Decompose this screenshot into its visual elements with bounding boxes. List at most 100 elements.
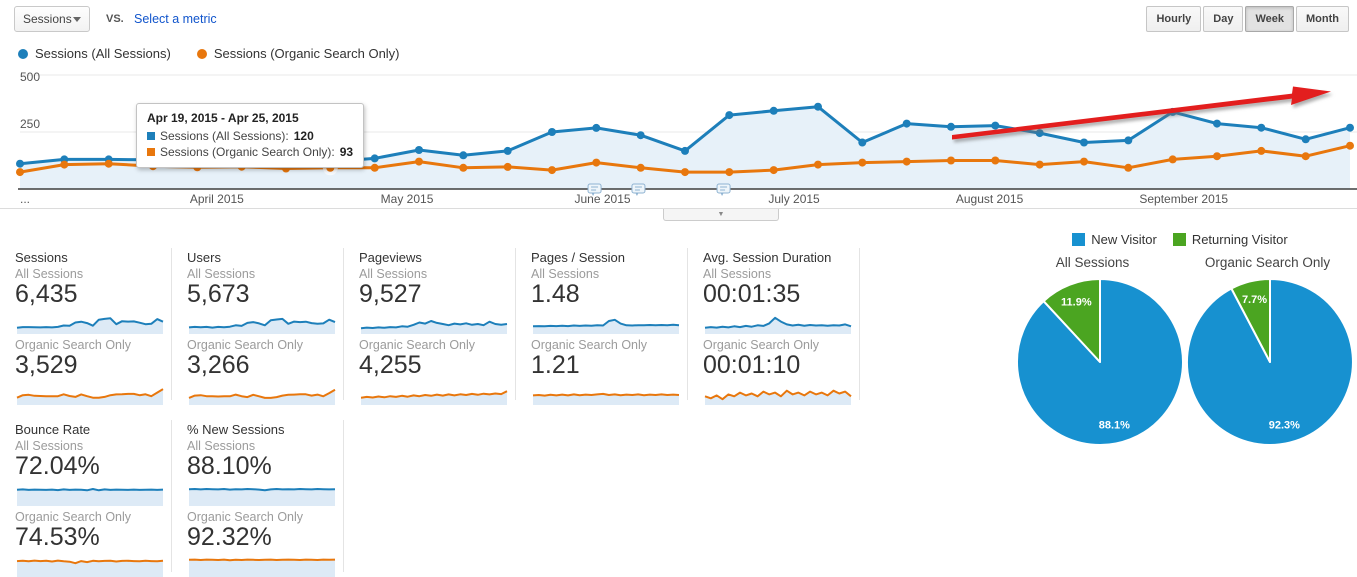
sparkline-fill xyxy=(17,318,163,334)
data-point xyxy=(1168,155,1177,164)
metric-card-sessions[interactable]: Sessions All Sessions 6,435 Organic Sear… xyxy=(0,248,172,405)
data-point xyxy=(16,159,24,168)
sparkline-fill xyxy=(189,559,335,577)
sparkline-organic-search xyxy=(532,392,680,405)
data-point xyxy=(415,146,423,154)
data-point xyxy=(1035,160,1044,169)
metric-card-segment-label: Organic Search Only xyxy=(703,338,820,352)
sparkline-organic-search xyxy=(188,388,336,405)
annotation-marker-icon[interactable] xyxy=(587,183,602,196)
chevron-down-icon xyxy=(73,16,81,22)
sparkline-line xyxy=(188,558,336,562)
metric-card-value: 9,527 xyxy=(359,280,422,308)
data-point xyxy=(1124,163,1133,172)
metric-card-segment-label: Organic Search Only xyxy=(15,510,132,524)
metric-card-segment-label: Organic Search Only xyxy=(187,338,304,352)
select-metric-link[interactable]: Select a metric xyxy=(134,12,217,26)
metric-card-title: Bounce Rate xyxy=(15,422,91,437)
metric-card-segment-label: Organic Search Only xyxy=(359,338,476,352)
tooltip-row-organic-search: Sessions (Organic Search Only): 93 xyxy=(147,145,353,159)
metric-card-pages-per-session[interactable]: Pages / Session All Sessions 1.48 Organi… xyxy=(516,248,688,405)
data-point xyxy=(1124,136,1133,145)
data-point xyxy=(858,138,867,147)
sparkline-fill xyxy=(533,393,679,405)
sparkline-line xyxy=(188,317,336,329)
metric-card-avg-session-duration[interactable]: Avg. Session Duration All Sessions 00:01… xyxy=(688,248,860,405)
sparkline-organic-search xyxy=(16,559,164,577)
data-point xyxy=(991,121,1000,130)
metric-card-segment-label: All Sessions xyxy=(531,267,600,281)
data-point xyxy=(991,156,1000,165)
granularity-day-button[interactable]: Day xyxy=(1203,6,1244,32)
sparkline-line xyxy=(360,390,508,399)
data-point xyxy=(16,168,24,177)
sparkline-organic-search xyxy=(704,389,852,405)
granularity-week-button[interactable]: Week xyxy=(1245,6,1295,32)
tooltip-row-label: Sessions (Organic Search Only): xyxy=(160,145,335,159)
pie-title-organic-search: Organic Search Only xyxy=(1204,255,1331,270)
pie-title-all-sessions: All Sessions xyxy=(1055,255,1130,270)
metric-card-pageviews[interactable]: Pageviews All Sessions 9,527 Organic Sea… xyxy=(344,248,516,405)
data-point xyxy=(902,157,911,166)
data-point xyxy=(1213,152,1221,161)
data-point xyxy=(459,163,468,172)
metric-card-percent-new-sessions[interactable]: % New Sessions All Sessions 88.10% Organ… xyxy=(172,420,344,577)
y-axis-label: 500 xyxy=(20,70,40,84)
timeline-legend: Sessions (All Sessions) Sessions (Organi… xyxy=(18,46,400,61)
pie-slice-returning-visitor[interactable] xyxy=(1230,277,1271,363)
metric-card-value: 74.53% xyxy=(15,523,100,551)
metric-card-value: 00:01:35 xyxy=(703,280,801,308)
annotation-marker-icon[interactable] xyxy=(631,183,646,196)
annotation-marker-icon[interactable] xyxy=(716,183,731,196)
sparkline-all-sessions xyxy=(16,488,164,506)
sparkline-line xyxy=(16,317,164,329)
chevron-down-icon: ▼ xyxy=(717,211,725,218)
data-point xyxy=(104,159,113,168)
data-point xyxy=(503,146,512,155)
metric-selector-dropdown[interactable]: Sessions xyxy=(14,6,90,32)
sparkline-line xyxy=(188,388,336,399)
pie-slice-new-visitor[interactable] xyxy=(1015,278,1184,446)
data-point xyxy=(636,131,645,140)
data-point xyxy=(769,166,778,175)
granularity-month-button[interactable]: Month xyxy=(1296,6,1349,32)
metric-card-users[interactable]: Users All Sessions 5,673 Organic Search … xyxy=(172,248,344,405)
data-point xyxy=(1080,138,1088,147)
data-point xyxy=(1213,119,1221,128)
legend-item-new-visitor: New Visitor xyxy=(1072,232,1157,247)
sparkline-line xyxy=(16,388,164,399)
metric-cards-row-2: Bounce Rate All Sessions 72.04% Organic … xyxy=(0,420,344,577)
data-point xyxy=(1301,152,1310,161)
chart-tooltip: Apr 19, 2015 - Apr 25, 2015 Sessions (Al… xyxy=(136,103,365,168)
tooltip-row-value: 93 xyxy=(339,145,354,159)
data-point xyxy=(1346,123,1354,132)
granularity-hourly-button[interactable]: Hourly xyxy=(1146,6,1202,32)
sparkline-line xyxy=(532,392,680,397)
timeline-chart-svg[interactable]: 500 250... April 2015 May 2015 June 2015 July… xyxy=(0,65,1357,223)
metric-card-segment-label: Organic Search Only xyxy=(531,338,648,352)
metric-card-value: 3,529 xyxy=(15,351,78,379)
granularity-button-group: Hourly Day Week Month xyxy=(1146,6,1349,32)
metric-card-bounce-rate[interactable]: Bounce Rate All Sessions 72.04% Organic … xyxy=(0,420,172,577)
metric-card-segment-label: All Sessions xyxy=(703,267,772,281)
sparkline-line xyxy=(704,389,852,401)
sparkline-organic-search xyxy=(188,558,336,577)
legend-label: New Visitor xyxy=(1091,232,1157,247)
metric-cards-row-1: Sessions All Sessions 6,435 Organic Sear… xyxy=(0,248,860,405)
organic-search-square-icon xyxy=(147,148,155,156)
tooltip-row-value: 120 xyxy=(293,129,314,143)
metric-card-segment-label: All Sessions xyxy=(15,439,84,453)
legend-label: Sessions (Organic Search Only) xyxy=(213,46,400,61)
legend-label: Returning Visitor xyxy=(1191,232,1288,247)
pie-slice-returning-visitor[interactable] xyxy=(1042,278,1101,363)
annotations-collapse-tab[interactable]: ▼ xyxy=(663,209,779,221)
timeline-chart[interactable]: 500 250... April 2015 May 2015 June 2015 July… xyxy=(0,65,1357,223)
metric-card-segment-label: All Sessions xyxy=(187,439,256,453)
sparkline-line xyxy=(360,320,508,330)
all-sessions-dot-icon xyxy=(18,48,28,59)
data-point xyxy=(370,163,379,172)
metric-card-segment-label: Organic Search Only xyxy=(15,338,132,352)
visitor-type-pie-charts[interactable]: 11.9% 88.1% 7.7% 92.3% xyxy=(1005,276,1355,448)
sparkline-line xyxy=(188,488,336,492)
data-point xyxy=(725,168,734,177)
